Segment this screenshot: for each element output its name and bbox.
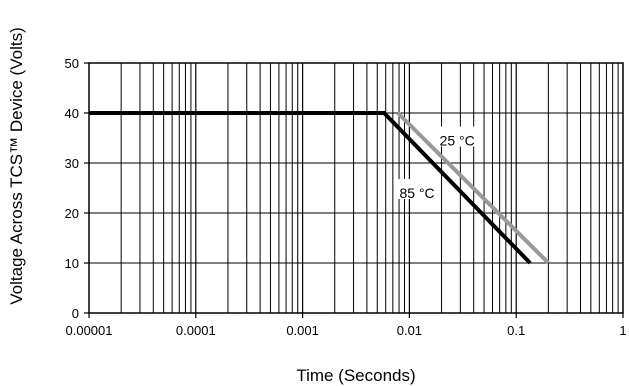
y-axis-title: Voltage Across TCS™ Device (Volts)	[7, 27, 26, 304]
y-tick-label: 20	[65, 206, 79, 221]
x-tick-label: 0.001	[286, 323, 319, 338]
x-tick-label: 0.01	[397, 323, 422, 338]
y-tick-label: 0	[72, 306, 79, 321]
series-labels: 25 °C 85 °C	[394, 126, 481, 201]
series-line-25c	[396, 111, 550, 265]
series-label-bg	[434, 126, 481, 147]
y-tick-label: 10	[65, 256, 79, 271]
x-tick-label: 0.0001	[176, 323, 216, 338]
series-label-bg	[394, 179, 441, 199]
x-tick-label: 1	[619, 323, 626, 338]
x-tick-label: 0.00001	[66, 323, 113, 338]
x-tick-labels: 0.00001 0.0001 0.001 0.01 0.1 1	[66, 313, 627, 338]
series-label: 25 °C	[440, 133, 475, 149]
y-tick-labels: 0 10 20 30 40 50	[65, 56, 89, 321]
y-tick-label: 30	[65, 156, 79, 171]
x-tick-label: 0.1	[507, 323, 525, 338]
grid	[89, 63, 623, 313]
y-tick-label: 50	[65, 56, 79, 71]
y-tick-label: 40	[65, 106, 79, 121]
x-axis-title: Time (Seconds)	[296, 366, 415, 385]
series-line-85c	[89, 111, 532, 265]
axes	[88, 62, 624, 314]
series-label: 85 °C	[399, 185, 434, 201]
plot-frame	[88, 62, 624, 314]
series-lines	[89, 111, 550, 265]
